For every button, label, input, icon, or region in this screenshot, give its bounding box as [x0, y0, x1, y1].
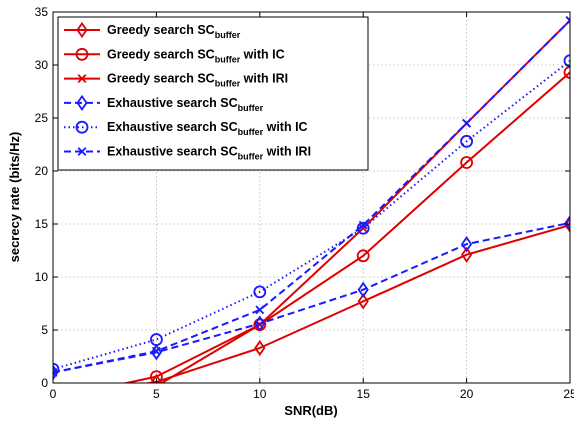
series-6	[53, 16, 570, 377]
legend-entry: Greedy search SCbuffer with IC	[64, 47, 285, 64]
data-point	[460, 156, 474, 169]
data-point	[356, 249, 370, 263]
data-point	[462, 118, 472, 128]
legend: Greedy search SCbuffer Greedy search SCbu…	[57, 16, 369, 171]
y-tick-label: 0	[41, 376, 48, 390]
data-point	[565, 16, 570, 25]
data-point	[358, 220, 368, 230]
y-axis-label: secrecy rate (bits/Hz)	[7, 132, 22, 263]
data-point	[149, 333, 163, 346]
legend-label: Exhaustive search SCbuffer	[107, 96, 264, 113]
legend-marker	[76, 94, 88, 111]
y-tick-label: 10	[35, 270, 49, 284]
data-point	[564, 214, 570, 232]
gridlines	[53, 12, 570, 383]
data-point	[254, 315, 266, 332]
y-tick-label: 15	[35, 217, 49, 231]
y-tick-label: 25	[35, 111, 49, 125]
axis-ticks: 0 5 10 15 20 25 0 5 10 15 20 25 30 35	[35, 5, 574, 401]
data-point	[563, 54, 570, 68]
y-tick-label: 20	[35, 164, 49, 178]
legend-marker	[77, 147, 87, 156]
series-line	[53, 221, 570, 374]
x-tick-label: 10	[253, 387, 267, 401]
data-point	[357, 281, 369, 298]
data-point	[151, 346, 161, 356]
legend-box	[57, 16, 369, 171]
series-line	[143, 224, 570, 383]
data-point	[53, 367, 58, 377]
x-tick-label: 5	[153, 387, 160, 401]
legend-marker	[77, 74, 87, 84]
legend-label: Greedy search SCbuffer with IRI	[107, 72, 288, 89]
legend-marker	[75, 47, 89, 61]
series-1	[143, 216, 570, 383]
plot-frame	[52, 11, 571, 384]
x-tick-label: 20	[460, 387, 474, 401]
data-point	[150, 344, 162, 361]
legend-label: Greedy search SCbuffer	[107, 23, 241, 40]
data-point	[253, 285, 267, 299]
legend-entry: Greedy search SCbuffer	[64, 21, 241, 40]
legend-marker	[76, 21, 88, 39]
data-point	[564, 216, 570, 234]
y-tick-label: 30	[35, 58, 49, 72]
legend-entry: Greedy search SCbuffer with IRI	[64, 72, 288, 89]
legend-label: Greedy search SCbuffer with IC	[107, 47, 285, 64]
legend-marker	[75, 120, 89, 134]
data-point	[461, 246, 473, 263]
data-point	[255, 305, 265, 315]
series-line	[53, 19, 570, 374]
data-point	[460, 134, 474, 148]
data-point	[150, 373, 162, 383]
series-5	[53, 54, 570, 376]
data-point	[461, 236, 473, 253]
data-point	[357, 293, 369, 310]
y-tick-label: 35	[35, 5, 49, 19]
legend-entry: Exhaustive search SCbuffer	[64, 94, 264, 113]
series-line	[121, 71, 570, 383]
x-tick-label: 0	[50, 387, 57, 401]
data-point	[356, 221, 370, 235]
data-point	[563, 66, 570, 79]
x-tick-label: 15	[357, 387, 371, 401]
data-point	[53, 362, 60, 376]
data-point	[254, 339, 266, 357]
x-axis-label: SNR(dB)	[284, 403, 337, 418]
series-line	[53, 60, 570, 371]
y-tick-label: 5	[41, 323, 48, 337]
x-tick-label: 25	[563, 387, 574, 401]
